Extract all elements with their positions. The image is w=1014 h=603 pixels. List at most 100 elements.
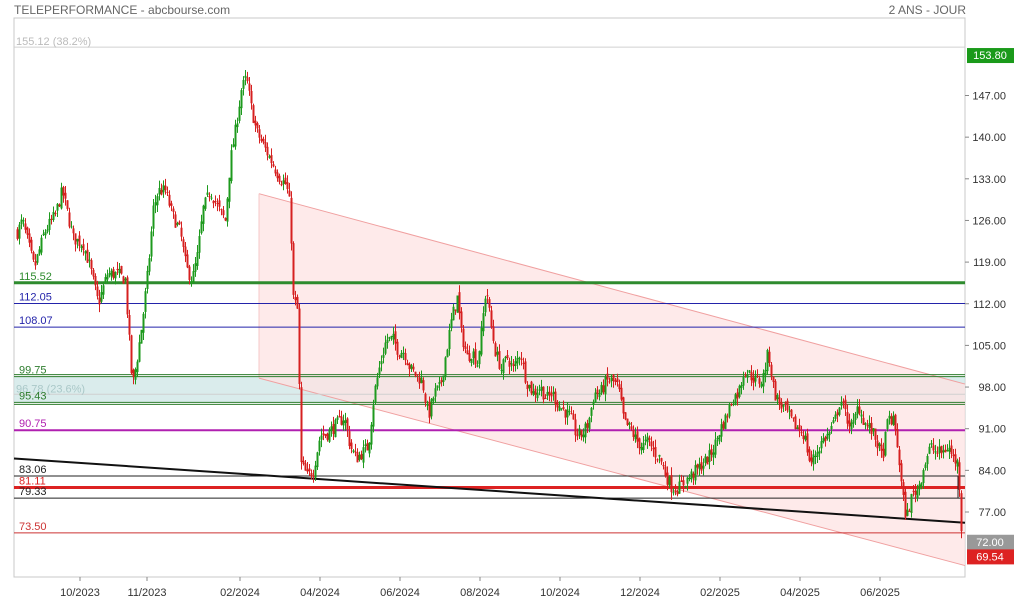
candle-body — [242, 79, 245, 89]
candle-body — [372, 405, 375, 427]
y-tick-label-0: 147.00 — [972, 91, 1006, 103]
candle-body — [724, 414, 727, 430]
candle-body — [70, 226, 73, 228]
candle-body — [428, 401, 431, 418]
candle-body — [586, 423, 589, 428]
level-label-0: 115.52 — [19, 271, 52, 283]
y-tick-label-6: 105.00 — [972, 340, 1006, 352]
candle-body — [246, 77, 249, 82]
price-tag-bg-1 — [967, 534, 1014, 550]
candle-body — [298, 308, 301, 384]
candle-body — [792, 417, 795, 419]
candle-body — [824, 436, 827, 441]
candle-body — [506, 355, 509, 358]
candle-body — [314, 465, 317, 478]
candle-body — [258, 129, 261, 138]
candle-body — [318, 440, 321, 452]
candle-body — [426, 404, 429, 406]
candle-body — [132, 369, 135, 378]
candle-body — [86, 249, 89, 263]
y-tick-label-9: 84.00 — [978, 465, 1006, 477]
candle-body — [116, 268, 119, 270]
candle-body — [322, 433, 325, 436]
candle-body — [508, 360, 511, 367]
candle-body — [628, 422, 631, 425]
candle-body — [704, 456, 707, 463]
x-tick-label-3: 04/2024 — [300, 587, 340, 599]
candle-body — [50, 218, 53, 220]
candle-body — [544, 397, 547, 399]
candle-body — [542, 386, 545, 400]
candle-body — [424, 393, 427, 403]
candle-body — [870, 422, 873, 434]
candle-body — [220, 209, 223, 211]
candle-body — [532, 391, 535, 395]
x-tick-label-7: 12/2024 — [620, 587, 660, 599]
horizontal-levels: 155.12 (38.2%) 96.78 (23.6%) 115.52 112.05 1… — [14, 36, 965, 534]
candle-body — [374, 385, 377, 403]
candle-body — [296, 296, 299, 309]
candle-body — [74, 233, 77, 245]
candle-body — [140, 329, 143, 344]
candle-body — [728, 404, 731, 417]
candle-body — [684, 486, 687, 488]
candle-body — [168, 194, 171, 206]
candle-body — [598, 393, 601, 398]
candle-body — [234, 124, 237, 147]
candle-body — [552, 391, 555, 395]
candle-body — [84, 251, 87, 254]
candle-body — [626, 418, 629, 425]
candle-body — [874, 428, 877, 440]
candle-body — [390, 336, 393, 338]
candle-body — [416, 374, 419, 376]
candle-body — [582, 434, 585, 438]
level-label-5: 90.75 — [19, 418, 47, 430]
candle-body — [734, 394, 737, 405]
candle-body — [658, 454, 661, 457]
y-tick-label-4: 119.00 — [973, 257, 1006, 269]
candle-body — [364, 444, 367, 446]
candle-body — [228, 177, 231, 202]
candle-body — [924, 464, 927, 469]
candle-body — [288, 190, 291, 197]
candle-body — [604, 376, 607, 395]
price-tag-label-2: 69.54 — [976, 551, 1004, 563]
candle-body — [102, 285, 105, 295]
candle-body — [478, 351, 481, 365]
candle-body — [912, 490, 915, 492]
candle-body — [440, 380, 443, 383]
candle-body — [434, 388, 437, 397]
candle-body — [942, 450, 945, 453]
candle-body — [108, 273, 111, 275]
candle-body — [110, 270, 113, 277]
candle-body — [344, 420, 347, 424]
candle-body — [600, 384, 603, 394]
candle-body — [560, 408, 563, 410]
candle-body — [382, 354, 385, 358]
candle-body — [308, 468, 311, 472]
candle-body — [134, 369, 137, 380]
candle-body — [810, 457, 813, 463]
candle-body — [832, 420, 835, 423]
candle-body — [126, 277, 129, 315]
candle-body — [338, 415, 341, 418]
candle-body — [76, 238, 79, 242]
candle-body — [412, 366, 415, 370]
candle-body — [334, 419, 337, 438]
candle-body — [936, 452, 939, 454]
candle-body — [592, 402, 595, 405]
chart-period: 2 ANS - JOUR — [888, 3, 966, 17]
candle-body — [752, 377, 755, 383]
candle-body — [222, 210, 225, 216]
candle-body — [354, 451, 357, 453]
candle-body — [194, 263, 197, 272]
candle-body — [26, 227, 29, 235]
candle-body — [668, 476, 671, 486]
candle-body — [638, 438, 641, 449]
candle-body — [864, 423, 867, 425]
candle-body — [362, 447, 365, 463]
candle-body — [640, 447, 643, 451]
candle-body — [394, 331, 397, 344]
candle-body — [670, 475, 673, 493]
candle-body — [262, 138, 265, 143]
